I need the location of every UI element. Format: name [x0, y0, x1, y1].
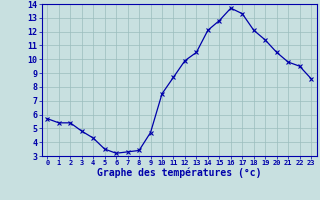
- X-axis label: Graphe des températures (°c): Graphe des températures (°c): [97, 168, 261, 178]
